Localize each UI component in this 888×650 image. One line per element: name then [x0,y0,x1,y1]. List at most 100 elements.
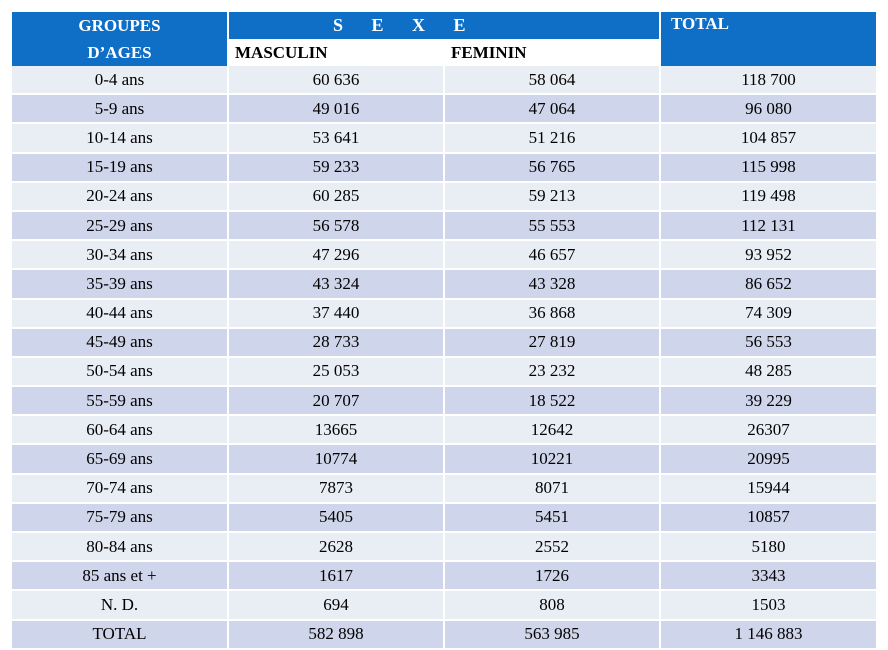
masculin-cell: 56 578 [228,210,445,242]
age-group-cell: 70-74 ans [12,473,229,504]
table-row: 45-49 ans 28 733 27 819 56 553 [12,327,876,358]
age-group-cell: 30-34 ans [12,240,229,271]
feminin-cell: 23 232 [444,356,661,388]
masculin-cell: 60 636 [228,66,445,96]
total-cell: 26307 [660,415,876,446]
table-row: 0-4 ans 60 636 58 064 118 700 [12,66,876,96]
table-row: 80-84 ans 2628 2552 5180 [12,532,876,563]
age-group-cell: 65-69 ans [12,444,229,475]
table-row: TOTAL 582 898 563 985 1 146 883 [12,619,876,650]
feminin-cell: 36 868 [444,298,661,329]
age-group-cell: 35-39 ans [12,269,229,300]
masculin-cell: 2628 [228,532,445,563]
table-row: 75-79 ans 5405 5451 10857 [12,502,876,534]
masculin-cell: 53 641 [228,123,445,154]
feminin-cell: 56 765 [444,152,661,183]
total-cell: 10857 [660,502,876,534]
total-cell: 118 700 [660,66,876,96]
age-group-cell: 80-84 ans [12,532,229,563]
table-row: 70-74 ans 7873 8071 15944 [12,473,876,504]
masculin-cell: 10774 [228,444,445,475]
total-cell: 74 309 [660,298,876,329]
header-sexe: S E X E [228,12,660,39]
masculin-cell: 28 733 [228,327,445,358]
table-row: 15-19 ans 59 233 56 765 115 998 [12,152,876,183]
age-group-cell: 15-19 ans [12,152,229,183]
feminin-cell: 27 819 [444,327,661,358]
feminin-cell: 2552 [444,532,661,563]
masculin-cell: 25 053 [228,356,445,388]
total-cell: 1 146 883 [660,619,876,650]
masculin-cell: 20 707 [228,386,445,417]
table-row: 35-39 ans 43 324 43 328 86 652 [12,269,876,300]
masculin-cell: 694 [228,590,445,621]
total-cell: 3343 [660,561,876,592]
table-row: 5-9 ans 49 016 47 064 96 080 [12,94,876,125]
header-total: TOTAL [659,12,876,66]
feminin-cell: 51 216 [444,123,661,154]
masculin-cell: 59 233 [228,152,445,183]
header-age-groups-line1: GROUPES [78,16,161,35]
age-group-cell: 50-54 ans [12,356,229,388]
header-age-groups-line2: D’AGES [87,43,152,62]
total-cell: 112 131 [660,210,876,242]
age-group-cell: 40-44 ans [12,298,229,329]
age-group-cell: 0-4 ans [12,66,229,96]
table-row: 65-69 ans 10774 10221 20995 [12,444,876,475]
total-cell: 86 652 [660,269,876,300]
feminin-cell: 10221 [444,444,661,475]
table-body: 0-4 ans 60 636 58 064 118 700 5-9 ans 49 016 4… [12,66,876,650]
masculin-cell: 5405 [228,502,445,534]
masculin-cell: 1617 [228,561,445,592]
masculin-cell: 43 324 [228,269,445,300]
masculin-cell: 13665 [228,415,445,446]
feminin-cell: 46 657 [444,240,661,271]
age-group-cell: N. D. [12,590,229,621]
total-cell: 5180 [660,532,876,563]
table-header: GROUPES D’AGES S E X E TOTAL MASCULIN FE… [12,12,876,66]
table-row: 30-34 ans 47 296 46 657 93 952 [12,240,876,271]
total-cell: 39 229 [660,386,876,417]
age-group-cell: 25-29 ans [12,210,229,242]
masculin-cell: 47 296 [228,240,445,271]
masculin-cell: 582 898 [228,619,445,650]
total-cell: 96 080 [660,94,876,125]
age-group-cell: 55-59 ans [12,386,229,417]
feminin-cell: 59 213 [444,181,661,212]
masculin-cell: 37 440 [228,298,445,329]
header-age-groups: GROUPES D’AGES [12,12,229,66]
feminin-cell: 808 [444,590,661,621]
total-cell: 48 285 [660,356,876,388]
table-row: 85 ans et +1617 1726 3343 [12,561,876,592]
feminin-cell: 55 553 [444,210,661,242]
total-cell: 1503 [660,590,876,621]
table-row: 10-14 ans 53 641 51 216 104 857 [12,123,876,154]
total-cell: 104 857 [660,123,876,154]
feminin-cell: 8071 [444,473,661,504]
feminin-cell: 563 985 [444,619,661,650]
total-cell: 119 498 [660,181,876,212]
total-cell: 20995 [660,444,876,475]
feminin-cell: 18 522 [444,386,661,417]
age-group-cell: 75-79 ans [12,502,229,534]
masculin-cell: 60 285 [228,181,445,212]
age-group-cell: 5-9 ans [12,94,229,125]
masculin-cell: 7873 [228,473,445,504]
feminin-cell: 12642 [444,415,661,446]
age-group-cell: 45-49 ans [12,327,229,358]
table-row: N. D. 694 808 1503 [12,590,876,621]
total-cell: 56 553 [660,327,876,358]
feminin-cell: 1726 [444,561,661,592]
age-group-cell: 85 ans et + [12,561,229,592]
table-row: 55-59 ans 20 707 18 522 39 229 [12,386,876,417]
table-row: 20-24 ans 60 285 59 213 119 498 [12,181,876,212]
header-feminin: FEMININ [444,39,661,66]
masculin-cell: 49 016 [228,94,445,125]
table-row: 25-29 ans 56 578 55 553 112 131 [12,210,876,242]
table-row: 60-64 ans 13665 12642 26307 [12,415,876,446]
age-group-cell: 10-14 ans [12,123,229,154]
feminin-cell: 58 064 [444,66,661,96]
table-row: 40-44 ans 37 440 36 868 74 309 [12,298,876,329]
total-cell: 115 998 [660,152,876,183]
population-table: GROUPES D’AGES S E X E TOTAL MASCULIN FE… [12,12,876,650]
